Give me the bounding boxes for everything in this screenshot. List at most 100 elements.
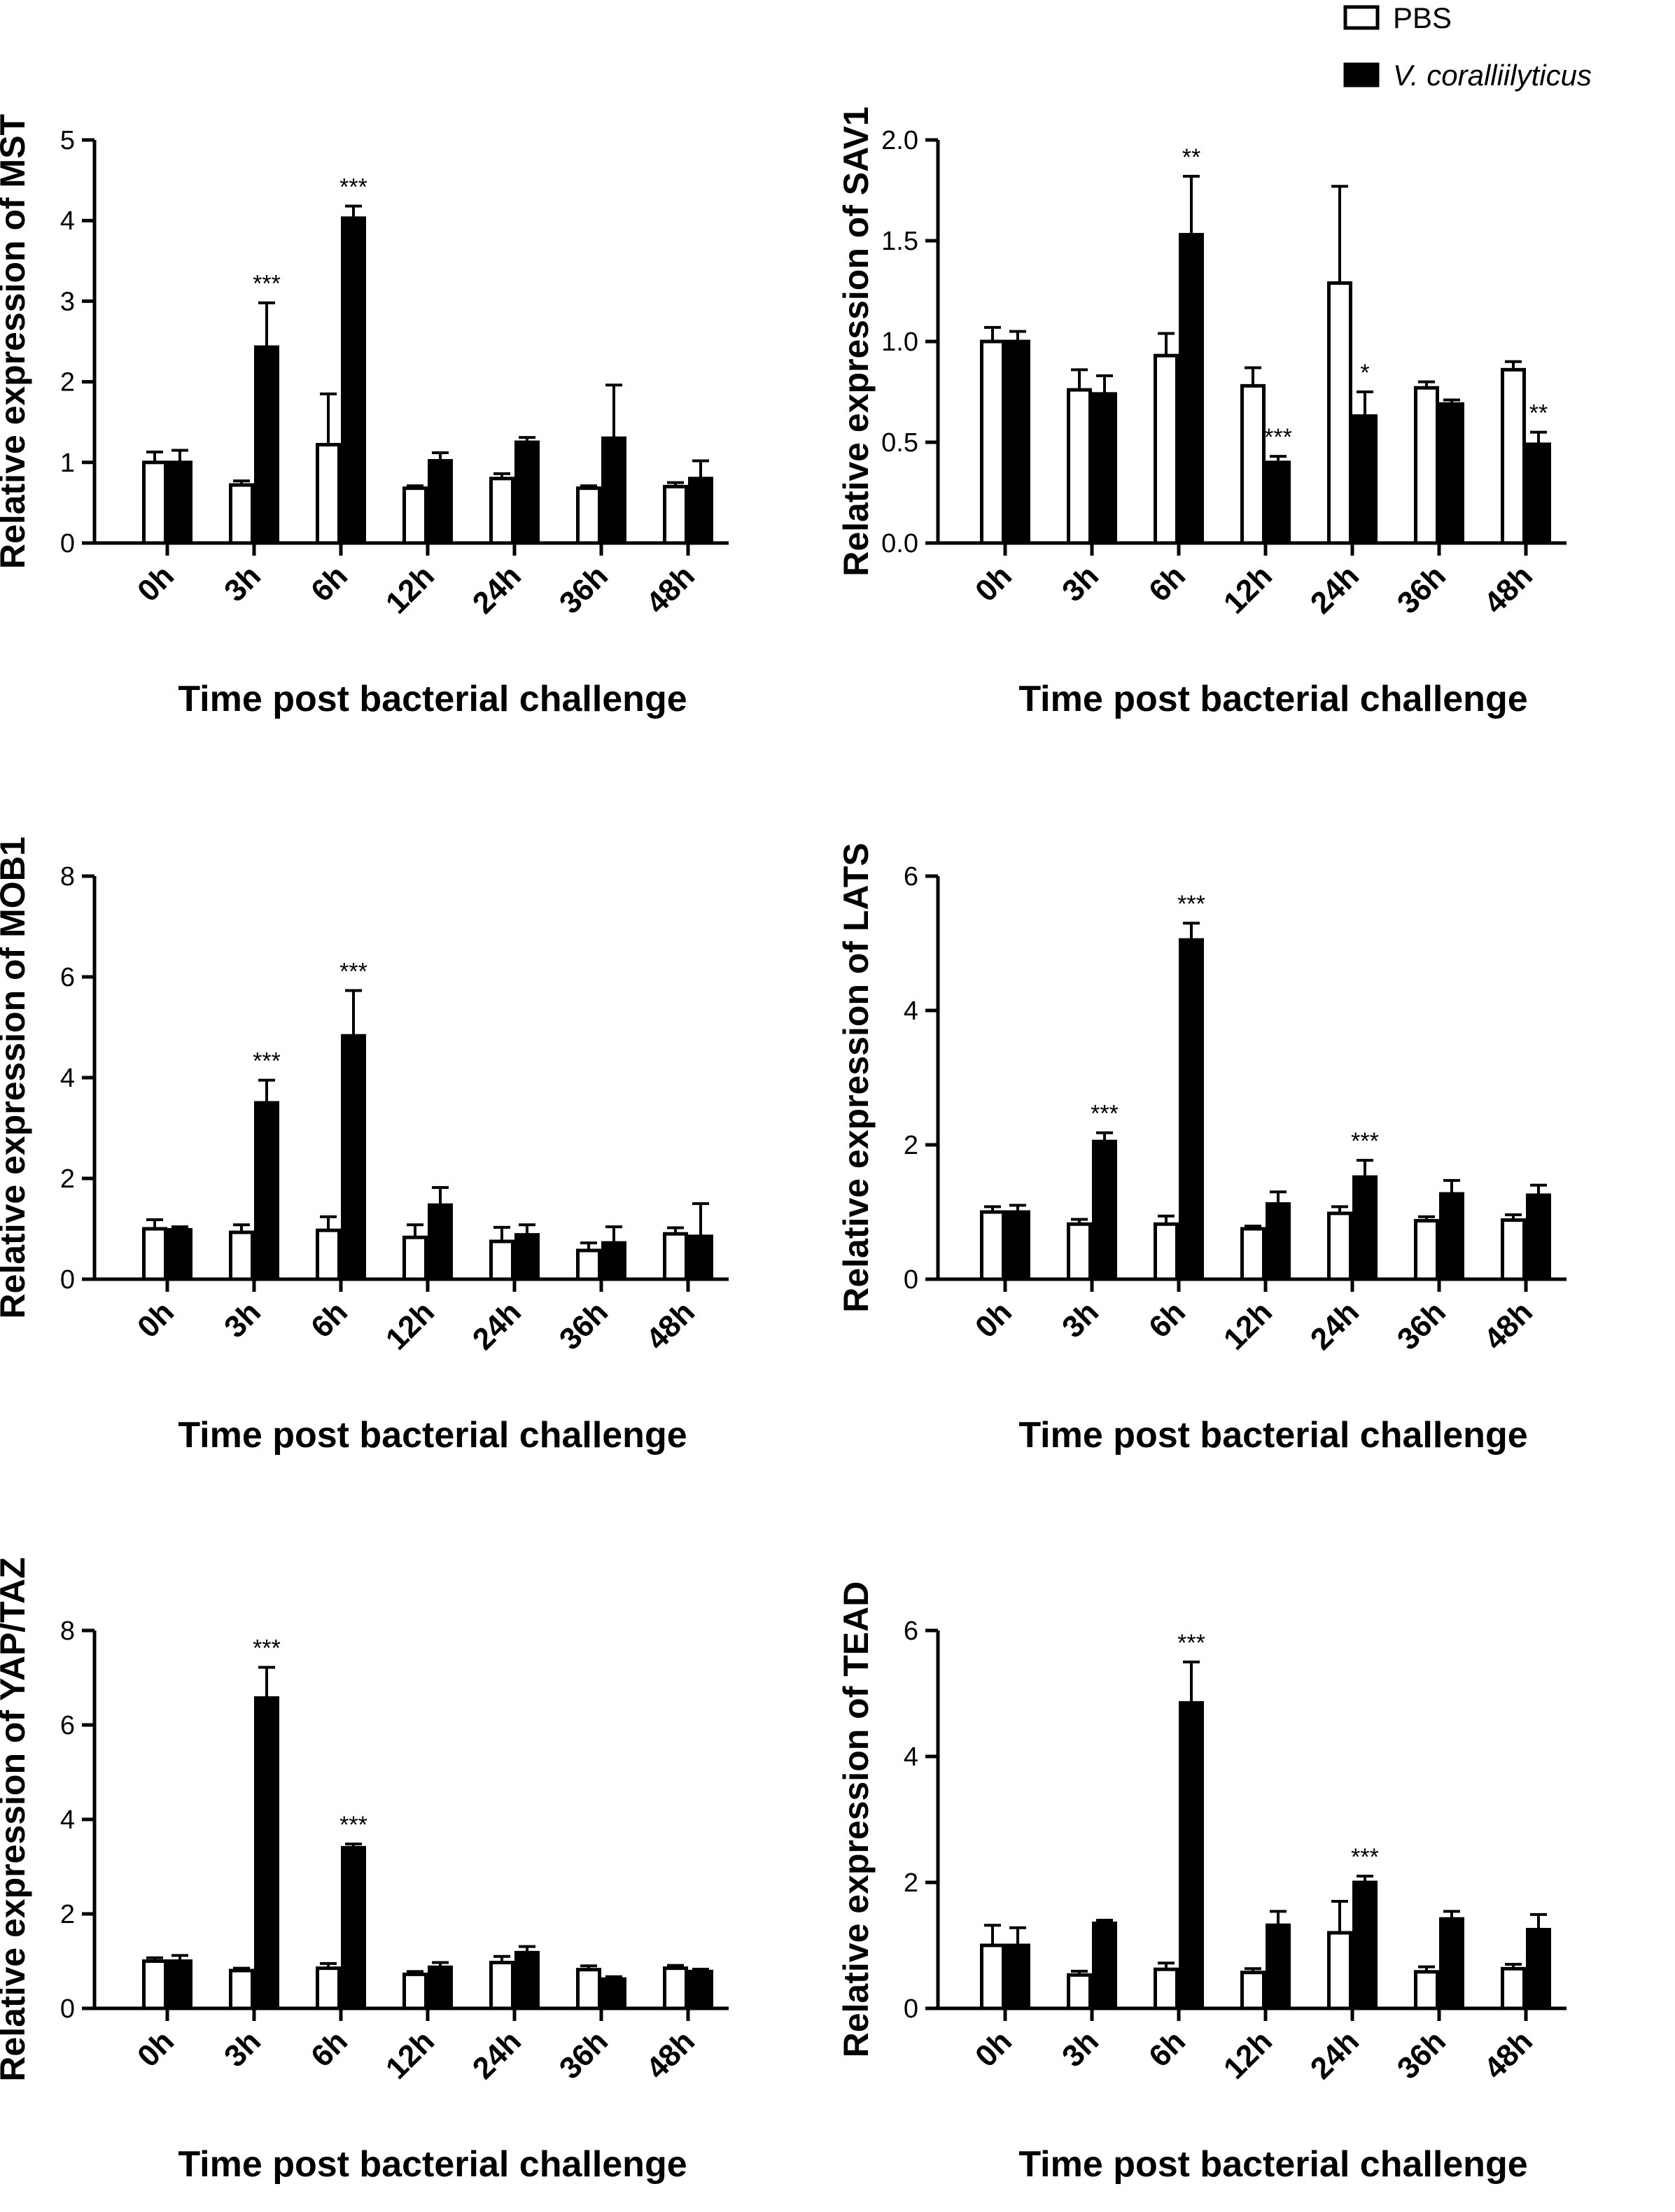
pbs-bar [1154,353,1179,545]
vibrio-bar [514,1233,540,1281]
x-tick-label: 48h [1478,2024,1539,2085]
x-tick-label: 0h [969,1295,1018,1344]
pbs-bar [1154,1222,1179,1281]
x-tick-label: 48h [1478,558,1539,620]
vibrio-bar [514,1950,540,2010]
vibrio-bar [1266,1923,1291,2010]
chart-panels: 0 1 2 3 4 5 Relative expression of MST Time pos… [0,106,1567,2185]
pbs-bar [489,477,514,545]
x-tick-label: 48h [640,1295,701,1356]
pbs-bar [663,484,688,545]
x-tick-label: 24h [466,2024,528,2085]
pbs-bar [1501,367,1526,545]
x-tick-label: 48h [1478,1295,1539,1356]
x-tick-label: 3h [1056,1295,1105,1344]
pbs-bar [229,483,254,545]
pbs-bar [980,339,1005,545]
x-tick-label: 0h [131,1295,181,1344]
x-tick-label: 6h [1142,1295,1192,1344]
legend-vibrio-swatch [1343,62,1380,87]
vibrio-bar [688,1969,713,2010]
x-tick-label: 24h [1304,2024,1366,2085]
significance-marker: * [1360,360,1369,386]
x-axis-label: Time post bacterial challenge [1018,1415,1527,1456]
significance-marker: *** [1177,891,1205,917]
y-tick-label: 2 [904,1868,918,1898]
x-tick-label: 36h [553,2024,615,2085]
y-tick-label: 0.5 [881,428,918,458]
pbs-bar [576,486,601,545]
pbs-bar [1501,1966,1526,2010]
x-tick-label: 0h [969,558,1018,608]
pbs-bar [1414,386,1439,545]
pbs-bar [142,1959,167,2010]
x-axis-label: Time post bacterial challenge [1018,2144,1527,2185]
x-tick-label: 24h [1304,558,1366,620]
y-tick-label: 4 [904,996,918,1026]
vibrio-bar [1439,402,1464,545]
pbs-bar [576,1968,601,2010]
vibrio-bar [1266,460,1291,545]
vibrio-bar [428,458,453,545]
y-tick-label: 4 [60,1064,75,1093]
significance-marker: *** [339,174,367,200]
vibrio-bar [601,436,626,545]
y-tick-label: 0.0 [881,529,918,558]
x-tick-label: 0h [131,2024,181,2073]
significance-marker: *** [339,1812,367,1838]
significance-marker: *** [1177,1630,1205,1656]
x-tick-label: 0h [131,558,181,608]
y-tick-label: 8 [60,862,75,892]
vibrio-bar [1439,1192,1464,1281]
y-tick-label: 0 [904,1265,918,1295]
pbs-bar [1327,281,1352,545]
x-tick-label: 3h [218,2024,267,2073]
x-tick-label: 6h [1142,2024,1192,2073]
vibrio-bar [1179,1701,1204,2010]
pbs-bar [229,1968,254,2010]
vibrio-bar [1439,1917,1464,2010]
pbs-bar [489,1961,514,2010]
pbs-bar [663,1966,688,2010]
x-tick-label: 36h [1391,2024,1452,2085]
x-tick-label: 3h [1056,2024,1105,2073]
pbs-bar [1327,1931,1352,2010]
significance-marker: *** [1351,1128,1379,1155]
x-tick-label: 12h [1217,2024,1279,2085]
y-tick-label: 6 [904,1616,918,1646]
legend-pbs-label: PBS [1393,1,1452,34]
x-axis-label: Time post bacterial challenge [178,1415,687,1456]
x-axis-label: Time post bacterial challenge [178,2144,687,2185]
vibrio-bar [1352,1175,1378,1281]
y-tick-label: 2 [904,1131,918,1160]
pbs-bar [142,1227,167,1281]
y-tick-label: 1 [60,449,75,478]
y-tick-label: 0 [60,1265,75,1295]
significance-marker: *** [253,1635,281,1662]
y-tick-label: 3 [60,287,75,316]
vibrio-bar [167,1227,192,1281]
vibrio-bar [1092,1139,1117,1281]
x-tick-label: 12h [1217,1295,1279,1356]
significance-marker: *** [339,958,367,985]
legend-pbs-swatch [1343,5,1380,30]
significance-marker: *** [253,271,281,297]
x-axis-label: Time post bacterial challenge [178,679,687,719]
y-tick-label: 0 [60,1994,75,2024]
x-tick-label: 6h [1142,558,1192,608]
pbs-bar [1414,1218,1439,1281]
x-tick-label: 24h [1304,1295,1366,1356]
vibrio-bar [341,216,366,545]
y-tick-label: 4 [60,206,75,236]
pbs-bar [142,460,167,545]
pbs-bar [1240,1227,1266,1281]
x-tick-label: 3h [218,558,267,608]
pbs-bar [489,1239,514,1281]
x-tick-label: 48h [640,2024,701,2085]
x-tick-label: 12h [379,1295,441,1356]
y-tick-label: 2.0 [881,126,918,155]
y-tick-label: 6 [60,1711,75,1740]
y-axis-label: Relative expression of SAV1 [836,106,876,577]
